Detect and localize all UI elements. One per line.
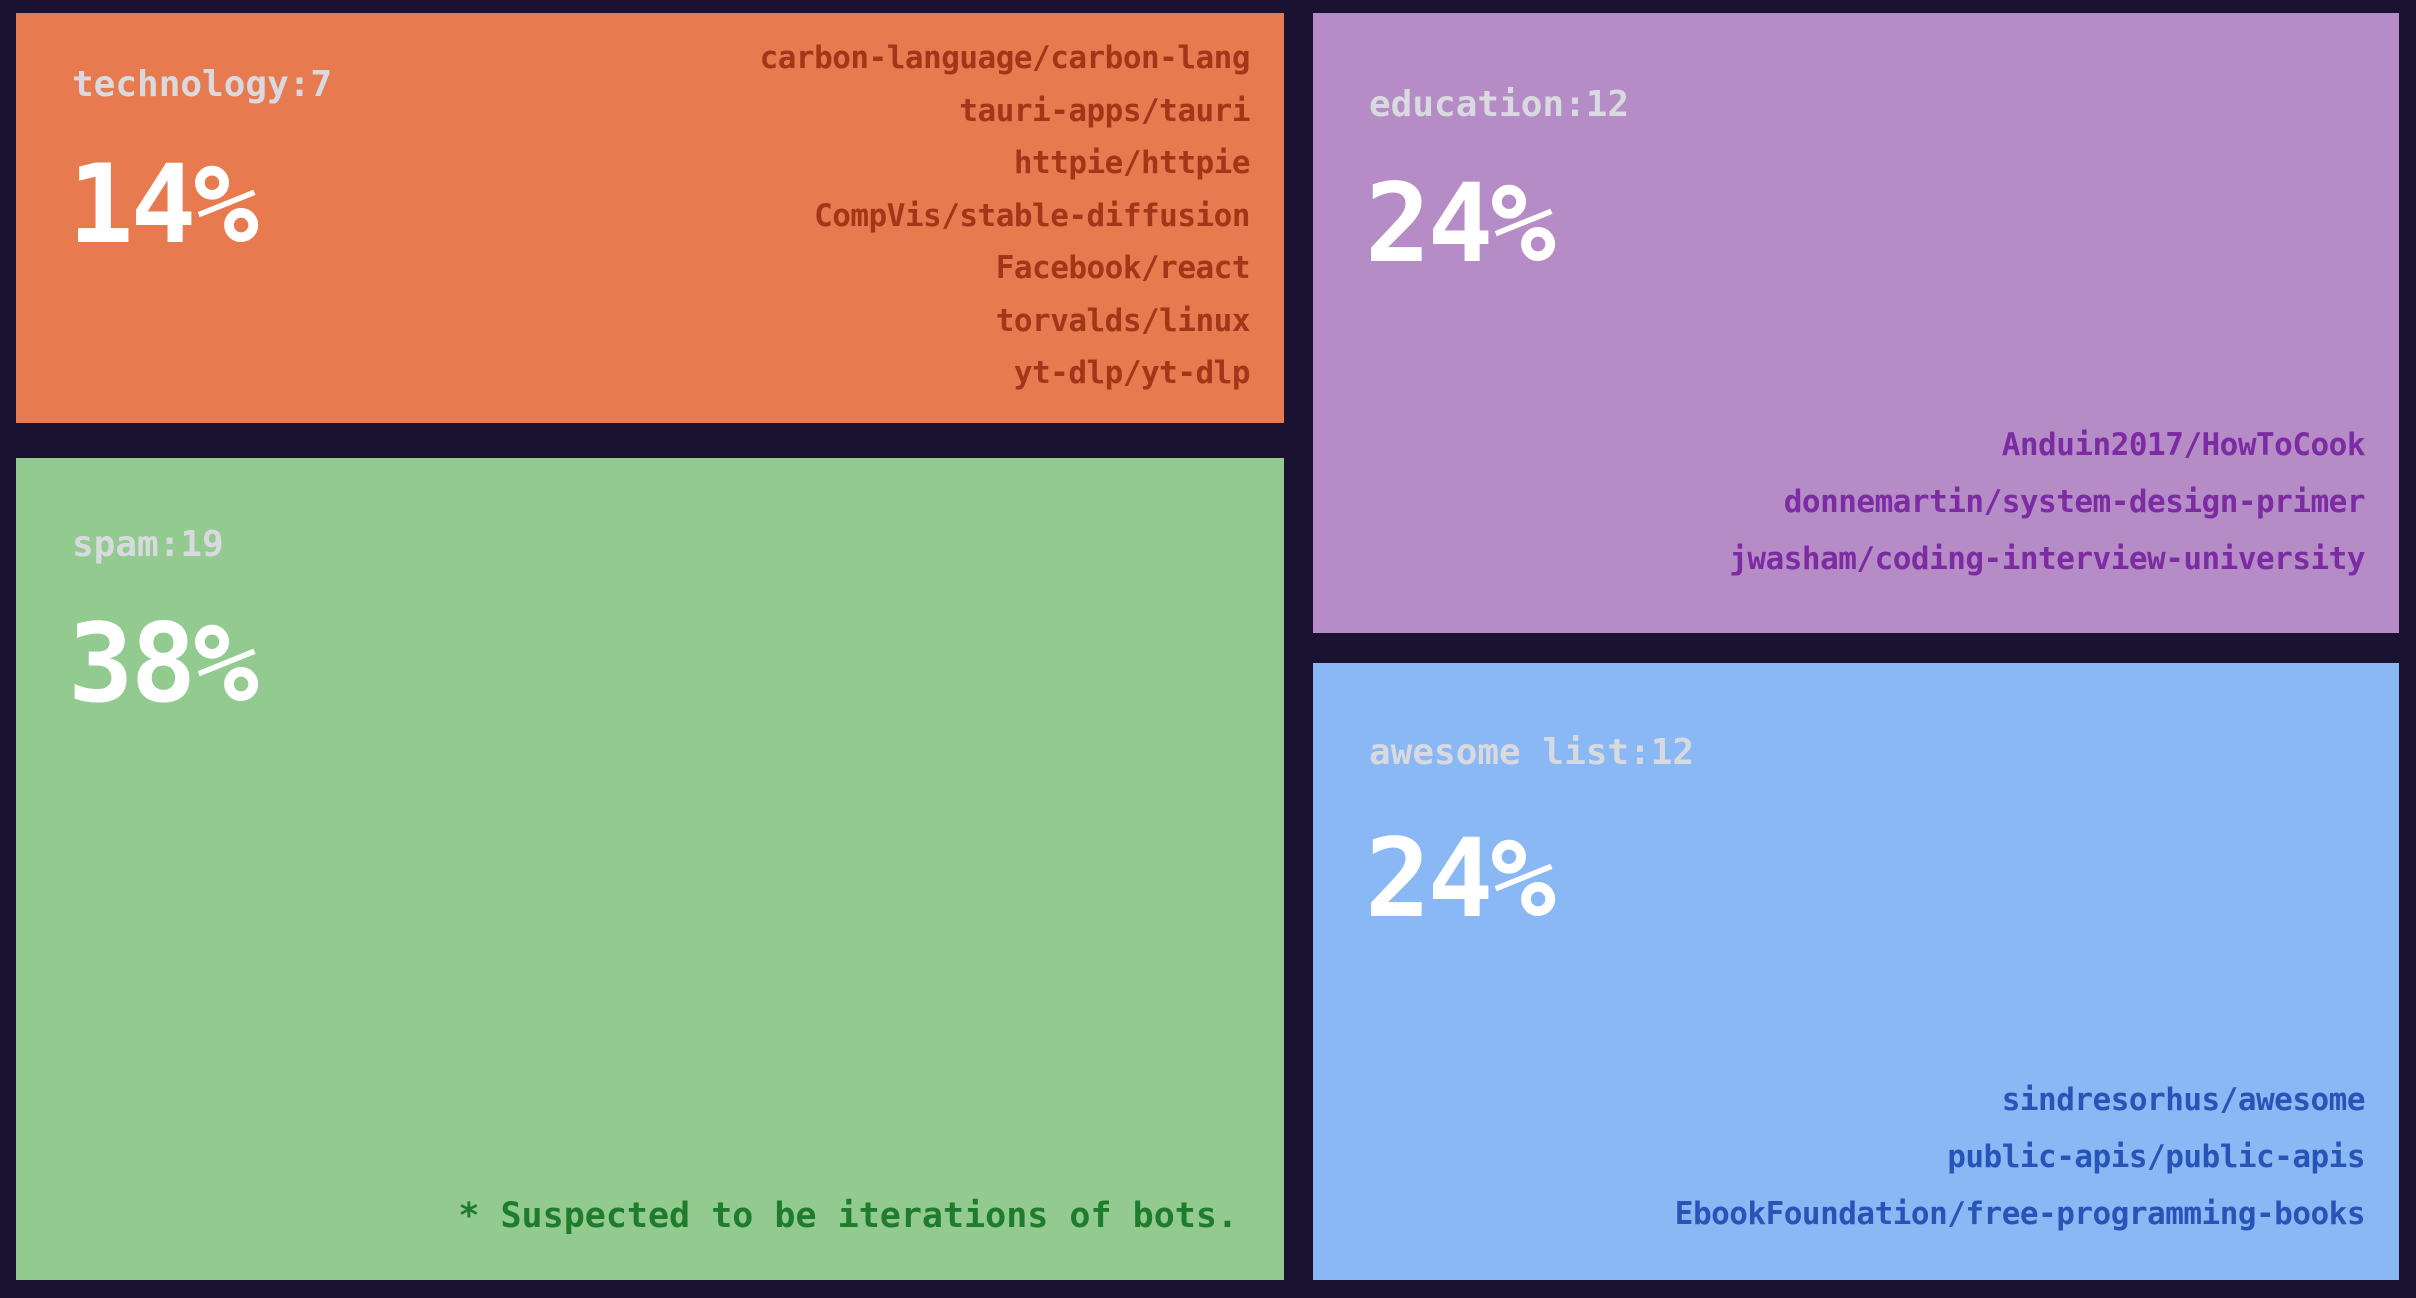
treemap-cell-awesome-list: awesome list:12 24% sindresorhus/awesome… — [1313, 663, 2399, 1280]
cell-percent: 14% — [68, 141, 259, 268]
cell-label: education:12 — [1369, 84, 1630, 125]
repo-item: tauri-apps/tauri — [959, 92, 1250, 129]
cell-percent: 24% — [1365, 815, 1556, 942]
cell-label: awesome list:12 — [1369, 732, 1695, 773]
cell-percent: 38% — [68, 600, 259, 727]
repo-item: Anduin2017/HowToCook — [2001, 427, 2366, 463]
cell-percent: 24% — [1365, 160, 1556, 287]
repo-item: jwasham/coding-interview-university — [1729, 541, 2365, 577]
repo-item: Facebook/react — [995, 250, 1251, 286]
treemap-cell-technology: technology:7 14% carbon-language/carbon-… — [16, 13, 1284, 423]
treemap-cell-education: education:12 24% Anduin2017/HowToCook do… — [1313, 13, 2399, 633]
repo-item: yt-dlp/yt-dlp — [1013, 355, 1251, 391]
cell-label: technology:7 — [72, 64, 333, 105]
repo-item: CompVis/stable-diffusion — [814, 197, 1250, 234]
repo-item: torvalds/linux — [995, 302, 1251, 339]
treemap-cell-spam: spam:19 38% * Suspected to be iterations… — [16, 458, 1284, 1280]
repo-item: public-apis/public-apis — [1947, 1139, 2365, 1175]
repo-item: sindresorhus/awesome — [2001, 1082, 2366, 1118]
repo-item: donnemartin/system-design-primer — [1783, 484, 2366, 520]
repo-list: carbon-language/carbon-lang tauri-apps/t… — [759, 32, 1251, 400]
repo-item: EbookFoundation/free-programming-books — [1674, 1196, 2366, 1232]
cell-footnote: * Suspected to be iterations of bots. — [458, 1196, 1238, 1236]
repo-list: Anduin2017/HowToCook donnemartin/system-… — [1729, 417, 2365, 588]
repo-list: sindresorhus/awesome public-apis/public-… — [1674, 1072, 2366, 1243]
repo-item: httpie/httpie — [1013, 145, 1251, 181]
cell-label: spam:19 — [72, 524, 224, 565]
repo-item: carbon-language/carbon-lang — [759, 40, 1251, 76]
